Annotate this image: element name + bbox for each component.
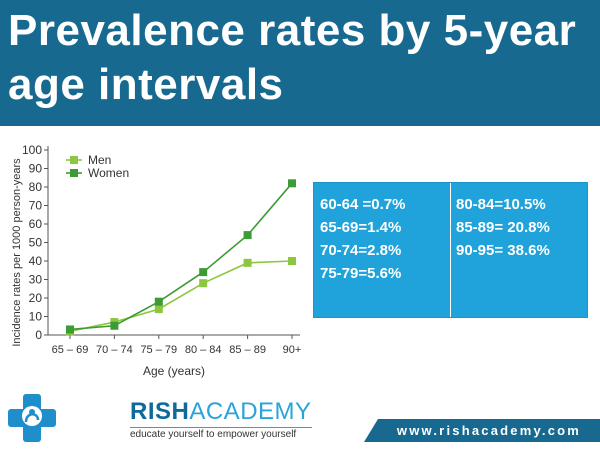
brand-tagline: educate yourself to empower yourself <box>130 427 312 440</box>
x-tick-label: 80 – 84 <box>185 344 222 356</box>
rate-line: 90-95= 38.6% <box>456 242 550 259</box>
y-tick-label: 90 <box>29 162 43 176</box>
y-tick-label: 100 <box>22 143 42 157</box>
chart-svg: 0 10 20 30 40 50 60 70 80 90 100 65 – 69 70 – 74 75 –… <box>11 143 302 378</box>
rish-logo-icon <box>8 394 56 442</box>
series-line-men <box>69 260 293 333</box>
legend-marker <box>70 169 78 177</box>
x-axis-label: Age (years) <box>143 364 205 378</box>
data-point-women <box>154 297 163 306</box>
rates-left-column: 60-64 =0.7% 65-69=1.4% 70-74=2.8% 75-79=… <box>320 193 405 285</box>
legend-label: Men <box>88 153 111 167</box>
brand-name: RISHACADEMY <box>130 398 312 426</box>
rates-right-column: 80-84=10.5% 85-89= 20.8% 90-95= 38.6% <box>456 193 550 262</box>
incidence-chart: 0 10 20 30 40 50 60 70 80 90 100 65 – 69 70 – 74 75 –… <box>0 130 312 380</box>
y-axis-label: Incidence rates per 1000 person-years <box>11 158 23 347</box>
brand-academy: ACADEMY <box>189 398 312 425</box>
x-tick-label: 90+ <box>283 344 302 356</box>
x-tick-label: 70 – 74 <box>96 344 133 356</box>
rate-line: 60-64 =0.7% <box>320 196 406 213</box>
rate-line: 75-79=5.6% <box>320 265 402 282</box>
legend-marker <box>70 156 78 164</box>
x-tick-label: 85 – 89 <box>229 344 266 356</box>
y-tick-label: 70 <box>29 199 43 213</box>
y-tick-label: 50 <box>29 236 43 250</box>
data-point-women <box>110 321 119 330</box>
rates-box: 60-64 =0.7% 65-69=1.4% 70-74=2.8% 75-79=… <box>313 182 588 318</box>
data-point-women <box>66 325 74 334</box>
y-tick-label: 30 <box>29 273 43 287</box>
website-url[interactable]: www.rishacademy.com <box>396 423 582 438</box>
rate-line: 85-89= 20.8% <box>456 219 550 236</box>
legend-label: Women <box>88 166 129 180</box>
data-point-men <box>288 257 296 265</box>
rate-line: 65-69=1.4% <box>320 219 402 236</box>
data-point-men <box>199 279 208 288</box>
y-tick-label: 80 <box>29 180 43 194</box>
y-tick-label: 60 <box>29 217 43 231</box>
series-line-women <box>69 182 293 331</box>
data-point-men <box>154 305 163 314</box>
data-point-women <box>199 268 208 277</box>
footer: RISHACADEMY educate yourself to empower … <box>0 392 600 450</box>
title-bar: Prevalence rates by 5-year age intervals <box>0 0 600 126</box>
data-point-women <box>288 179 296 188</box>
rate-line: 80-84=10.5% <box>456 196 546 213</box>
y-tick-label: 20 <box>29 291 43 305</box>
data-point-women <box>243 231 252 240</box>
brand-rish: RISH <box>130 398 190 425</box>
y-tick-label: 40 <box>29 254 43 268</box>
rates-divider <box>450 183 451 317</box>
x-tick-label: 75 – 79 <box>140 344 177 356</box>
rate-line: 70-74=2.8% <box>320 242 402 259</box>
y-tick-label: 10 <box>29 310 43 324</box>
slide-title: Prevalence rates by 5-year age intervals <box>8 6 577 109</box>
x-tick-label: 65 – 69 <box>52 344 89 356</box>
brand: RISHACADEMY educate yourself to empower … <box>130 398 312 440</box>
y-tick-label: 0 <box>35 328 42 342</box>
data-point-men <box>243 258 252 267</box>
url-bar: www.rishacademy.com <box>364 419 600 442</box>
